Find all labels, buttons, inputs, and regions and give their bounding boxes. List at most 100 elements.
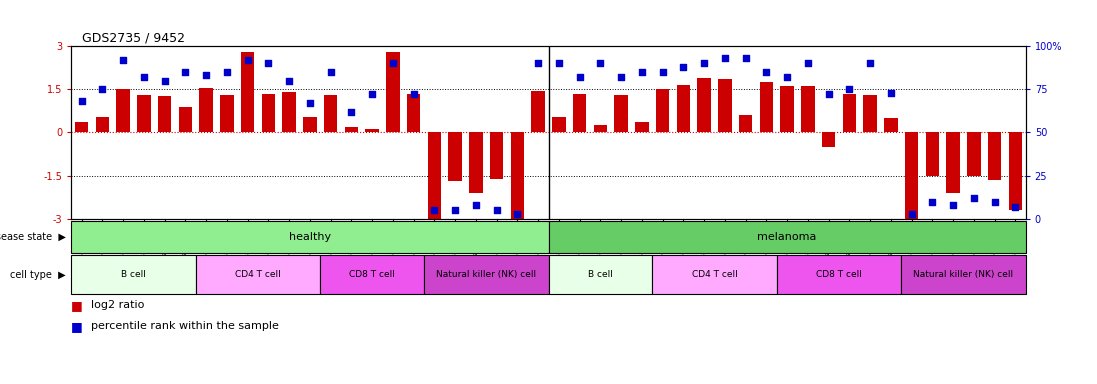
- Point: [177, 69, 194, 75]
- Bar: [75, 122, 89, 132]
- Bar: [926, 132, 939, 176]
- Bar: [137, 95, 150, 132]
- Text: healthy: healthy: [289, 232, 331, 242]
- Bar: [425, 255, 548, 294]
- Point: [72, 98, 90, 104]
- Bar: [195, 255, 320, 294]
- Bar: [905, 132, 918, 219]
- Bar: [490, 132, 504, 179]
- Point: [965, 195, 983, 201]
- Bar: [220, 95, 234, 132]
- Bar: [158, 96, 171, 132]
- Point: [819, 91, 837, 98]
- Text: ■: ■: [71, 299, 83, 312]
- Text: CD8 T cell: CD8 T cell: [349, 270, 395, 279]
- Point: [633, 69, 651, 75]
- Point: [218, 69, 236, 75]
- Bar: [987, 132, 1002, 180]
- Bar: [179, 107, 192, 132]
- Bar: [1008, 132, 1022, 210]
- Bar: [470, 132, 483, 193]
- Point: [612, 74, 630, 80]
- Point: [281, 78, 298, 84]
- Bar: [863, 95, 877, 132]
- Bar: [449, 132, 462, 182]
- Bar: [324, 95, 338, 132]
- Text: melanoma: melanoma: [757, 232, 817, 242]
- Bar: [677, 85, 690, 132]
- Bar: [531, 91, 545, 132]
- Point: [924, 199, 941, 205]
- Text: disease state  ▶: disease state ▶: [0, 232, 66, 242]
- Bar: [262, 94, 275, 132]
- Point: [591, 60, 609, 66]
- Point: [654, 69, 671, 75]
- Point: [93, 86, 111, 92]
- Bar: [593, 125, 607, 132]
- Bar: [116, 89, 129, 132]
- Bar: [653, 255, 777, 294]
- Bar: [303, 117, 317, 132]
- Bar: [822, 132, 835, 147]
- Point: [840, 86, 858, 92]
- Bar: [739, 115, 753, 132]
- Point: [675, 64, 692, 70]
- Bar: [573, 94, 587, 132]
- Bar: [902, 255, 1026, 294]
- Bar: [614, 95, 627, 132]
- Bar: [947, 132, 960, 193]
- Text: B cell: B cell: [121, 270, 146, 279]
- Bar: [407, 94, 420, 132]
- Point: [488, 207, 506, 214]
- Bar: [428, 132, 441, 219]
- Point: [405, 91, 422, 98]
- Text: ■: ■: [71, 320, 83, 333]
- Bar: [386, 52, 399, 132]
- Bar: [71, 221, 548, 253]
- Text: log2 ratio: log2 ratio: [91, 300, 145, 310]
- Point: [1007, 204, 1025, 210]
- Bar: [656, 89, 669, 132]
- Point: [426, 207, 443, 214]
- Point: [945, 202, 962, 208]
- Bar: [552, 117, 566, 132]
- Point: [197, 73, 215, 79]
- Point: [446, 207, 464, 214]
- Point: [135, 74, 152, 80]
- Point: [467, 202, 485, 208]
- Point: [550, 60, 567, 66]
- Point: [737, 55, 755, 61]
- Point: [695, 60, 713, 66]
- Bar: [95, 117, 110, 132]
- Point: [799, 60, 816, 66]
- Bar: [635, 122, 648, 132]
- Bar: [282, 92, 296, 132]
- Bar: [698, 78, 711, 132]
- Point: [986, 199, 1004, 205]
- Bar: [719, 79, 732, 132]
- Text: percentile rank within the sample: percentile rank within the sample: [91, 321, 279, 331]
- Text: CD8 T cell: CD8 T cell: [816, 270, 862, 279]
- Point: [363, 91, 381, 98]
- Text: GDS2735 / 9452: GDS2735 / 9452: [82, 31, 185, 44]
- Bar: [884, 118, 897, 132]
- Bar: [241, 52, 255, 132]
- Point: [321, 69, 339, 75]
- Bar: [801, 86, 815, 132]
- Point: [530, 60, 547, 66]
- Bar: [548, 221, 1026, 253]
- Point: [260, 60, 278, 66]
- Point: [861, 60, 879, 66]
- Point: [903, 210, 920, 217]
- Text: cell type  ▶: cell type ▶: [10, 270, 66, 280]
- Point: [342, 109, 360, 115]
- Point: [779, 74, 796, 80]
- Text: Natural killer (NK) cell: Natural killer (NK) cell: [914, 270, 1014, 279]
- Point: [570, 74, 588, 80]
- Point: [239, 57, 257, 63]
- Point: [156, 78, 173, 84]
- Bar: [200, 88, 213, 132]
- Text: CD4 T cell: CD4 T cell: [235, 270, 281, 279]
- Point: [716, 55, 734, 61]
- Point: [384, 60, 402, 66]
